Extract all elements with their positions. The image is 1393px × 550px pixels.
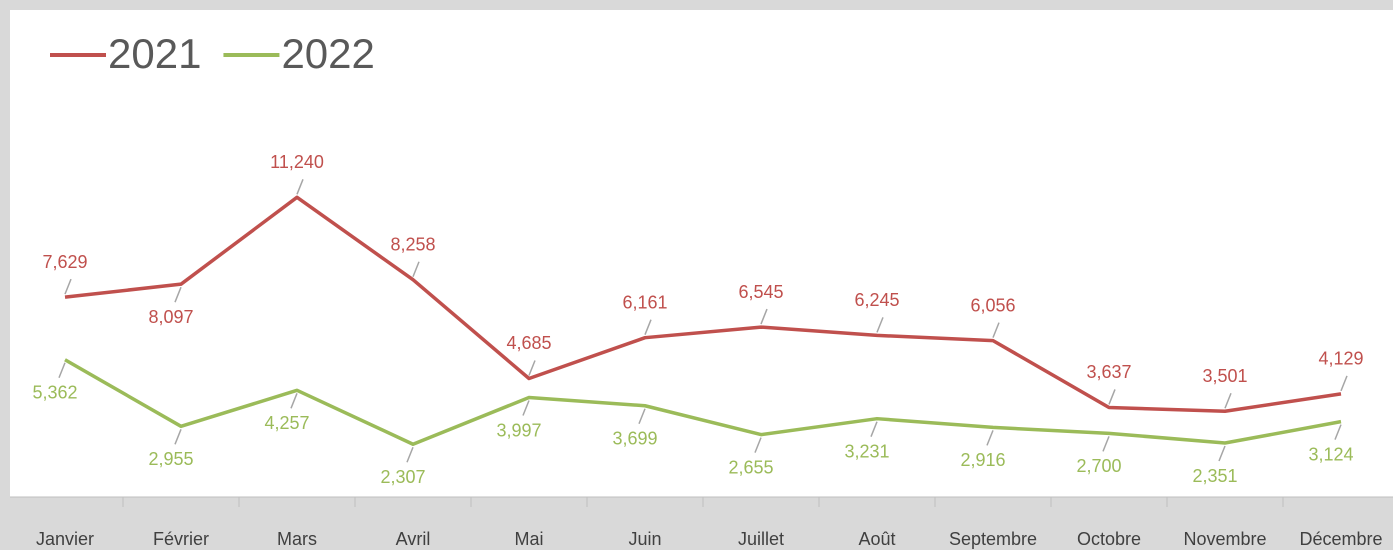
leader-line xyxy=(644,319,652,335)
data-label: 4,685 xyxy=(506,333,551,353)
leader-line xyxy=(876,317,884,333)
data-label: 2,700 xyxy=(1076,456,1121,476)
data-label: 3,501 xyxy=(1202,366,1247,386)
data-label: 6,545 xyxy=(738,282,783,302)
leader-line xyxy=(870,421,878,437)
leader-line xyxy=(522,400,530,416)
leader-line xyxy=(1102,436,1110,452)
data-label: 2,955 xyxy=(148,449,193,469)
data-label: 3,231 xyxy=(844,441,889,461)
data-label: 11,240 xyxy=(270,152,324,172)
data-label: 2,916 xyxy=(960,450,1005,470)
leader-line xyxy=(290,393,298,409)
x-tick-label: Février xyxy=(153,529,209,549)
leader-line xyxy=(986,430,994,446)
x-tick-label: Octobre xyxy=(1077,529,1141,549)
leader-line xyxy=(1334,424,1342,440)
data-label: 6,056 xyxy=(970,295,1015,315)
x-tick-label: Août xyxy=(858,529,895,549)
leader-line xyxy=(1340,375,1348,392)
data-label: 7,629 xyxy=(42,252,87,272)
x-tick-label: Septembre xyxy=(949,529,1037,549)
data-label: 3,997 xyxy=(496,420,541,440)
data-label: 3,124 xyxy=(1308,444,1353,464)
leader-line xyxy=(1218,445,1226,462)
leader-line xyxy=(174,286,182,303)
leader-line xyxy=(174,429,182,445)
leader-line xyxy=(1108,389,1116,405)
data-label: 2,655 xyxy=(728,457,773,477)
series-line xyxy=(64,358,1342,446)
leader-line xyxy=(64,278,72,295)
series-line xyxy=(64,195,1342,413)
leader-line xyxy=(1224,392,1232,409)
x-tick-label: Mars xyxy=(277,529,317,549)
x-tick-label: Novembre xyxy=(1183,529,1266,549)
data-label: 8,097 xyxy=(148,307,193,327)
data-label: 6,161 xyxy=(622,292,667,312)
leader-line xyxy=(296,179,304,195)
leader-line xyxy=(406,446,414,463)
leader-line xyxy=(58,362,66,379)
data-label: 2,351 xyxy=(1192,466,1237,486)
leader-line xyxy=(638,408,646,425)
leader-line xyxy=(412,261,420,278)
data-label: 4,257 xyxy=(264,413,309,433)
x-tick-label: Avril xyxy=(396,529,431,549)
data-label: 5,362 xyxy=(32,383,77,403)
data-label: 3,637 xyxy=(1086,362,1131,382)
leader-line xyxy=(754,437,762,453)
x-tick-label: Juillet xyxy=(738,529,784,549)
x-tick-label: Janvier xyxy=(36,529,94,549)
leader-line xyxy=(760,308,768,325)
data-label: 2,307 xyxy=(380,467,425,487)
data-label: 3,699 xyxy=(612,428,657,448)
legend-label: 2022 xyxy=(281,30,374,77)
data-label: 8,258 xyxy=(390,234,435,254)
x-tick-label: Juin xyxy=(628,529,661,549)
data-label: 4,129 xyxy=(1318,349,1363,369)
x-tick-label: Décembre xyxy=(1299,529,1382,549)
legend-label: 2021 xyxy=(108,30,201,77)
leader-line xyxy=(992,322,1000,338)
leader-line xyxy=(528,360,536,376)
plot-area xyxy=(10,10,1393,497)
data-label: 6,245 xyxy=(854,290,899,310)
x-tick-label: Mai xyxy=(514,529,543,549)
